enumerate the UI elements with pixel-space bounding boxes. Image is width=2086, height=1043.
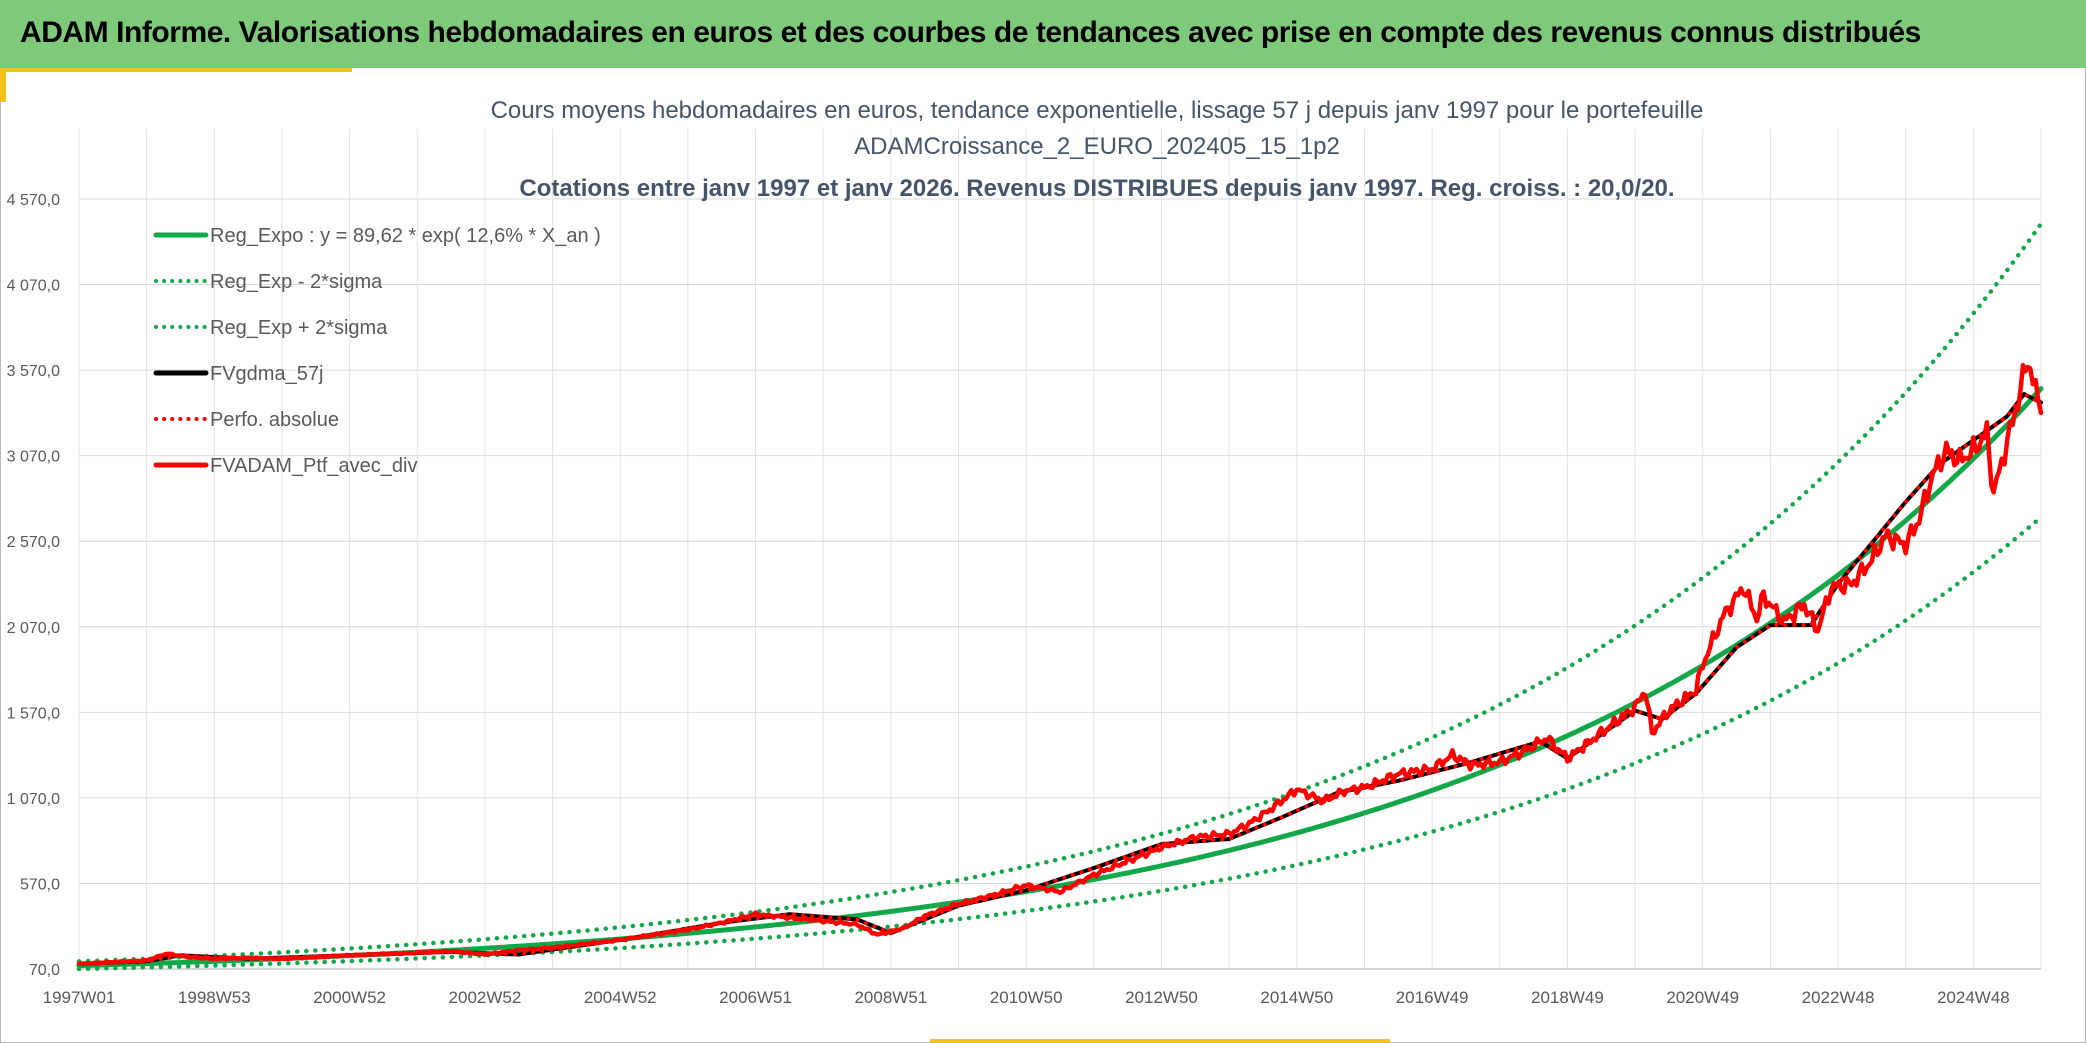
title-banner: ADAM Informe. Valorisations hebdomadaire… xyxy=(0,0,2086,68)
accent-bar-top xyxy=(0,68,352,72)
y-tick-label: 2 070,0 xyxy=(7,620,60,637)
x-tick-label: 1998W53 xyxy=(178,988,251,1007)
y-tick-label: 1 070,0 xyxy=(7,791,60,808)
x-tick-label: 2018W49 xyxy=(1531,988,1604,1007)
chart-subtitle-2: Cotations entre janv 1997 et janv 2026. … xyxy=(519,175,1674,202)
y-tick-label: 570,0 xyxy=(20,876,60,893)
series-line-3 xyxy=(77,392,2043,966)
x-tick-label: 2008W51 xyxy=(854,988,927,1007)
x-tick-label: 2016W49 xyxy=(1396,988,1469,1007)
y-tick-label: 3 570,0 xyxy=(7,363,60,380)
y-tick-label: 3 070,0 xyxy=(7,449,60,466)
trend-bands xyxy=(76,221,2044,972)
y-axis-ticks: 70,0 570,0 1 070,0 1 570,0 2 070,0 2 570,0 3 0… xyxy=(7,192,60,979)
y-tick-label: 2 570,0 xyxy=(7,534,60,551)
accent-bar-side xyxy=(0,68,6,102)
legend-label: Reg_Expo : y = 89,62 * exp( 12,6% * X_an… xyxy=(210,225,601,247)
x-tick-label: 2002W52 xyxy=(449,988,522,1007)
x-tick-label: 2000W52 xyxy=(313,988,386,1007)
series-line-5 xyxy=(76,362,2044,967)
chart-subtitle: ADAMCroissance_2_EURO_202405_15_1p2 xyxy=(854,133,1340,160)
banner-title: ADAM Informe. Valorisations hebdomadaire… xyxy=(20,16,1921,49)
series-lines xyxy=(76,362,2044,969)
x-tick-label: 1997W01 xyxy=(43,988,116,1007)
x-tick-label: 2014W50 xyxy=(1260,988,1333,1007)
x-tick-label: 2006W51 xyxy=(719,988,792,1007)
x-tick-label: 2012W50 xyxy=(1125,988,1198,1007)
legend-label: Reg_Exp - 2*sigma xyxy=(210,271,383,293)
legend-label: Reg_Exp + 2*sigma xyxy=(210,317,388,339)
accent-bar-bottom xyxy=(930,1039,1390,1043)
x-axis-ticks: 1997W01 1998W53 2000W52 2002W52 2004W52 2006W… xyxy=(43,988,2010,1007)
y-tick-label: 4 070,0 xyxy=(7,278,60,295)
legend-label: Perfo. absolue xyxy=(210,409,339,431)
legend: Reg_Expo : y = 89,62 * exp( 12,6% * X_an… xyxy=(153,225,601,477)
legend-label: FVgdma_57j xyxy=(210,363,323,385)
x-tick-label: 2024W48 xyxy=(1937,988,2010,1007)
y-tick-label: 70,0 xyxy=(29,962,60,979)
x-tick-label: 2010W50 xyxy=(990,988,1063,1007)
series-line-1 xyxy=(76,514,2044,972)
grid xyxy=(78,129,2042,970)
y-tick-label: 1 570,0 xyxy=(7,705,60,722)
series-line-2 xyxy=(76,221,2044,964)
chart-title: Cours moyens hebdomadaires en euros, ten… xyxy=(491,97,1704,124)
x-tick-label: 2020W49 xyxy=(1666,988,1739,1007)
x-tick-label: 2022W48 xyxy=(1802,988,1875,1007)
legend-label: FVADAM_Ptf_avec_div xyxy=(210,455,418,477)
y-tick-label: 4 570,0 xyxy=(7,192,60,209)
x-tick-label: 2004W52 xyxy=(584,988,657,1007)
